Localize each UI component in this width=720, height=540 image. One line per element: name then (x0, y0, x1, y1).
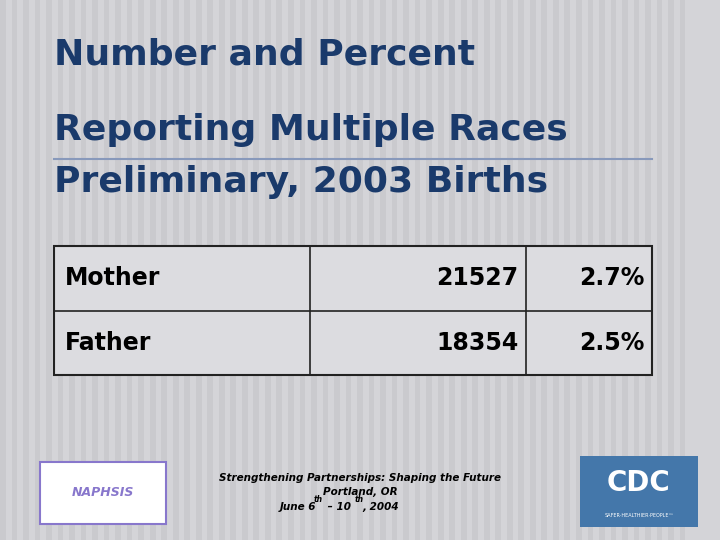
Bar (161, 0, 167, 540)
Bar (0, 0, 6, 540)
Bar (541, 0, 547, 540)
Text: Father: Father (65, 331, 151, 355)
Bar (380, 0, 386, 540)
Bar (680, 0, 685, 540)
Bar (46, 0, 52, 540)
Bar (54, 246, 652, 310)
Bar (230, 0, 236, 540)
Bar (668, 0, 674, 540)
Text: 2.7%: 2.7% (579, 266, 644, 290)
Text: – 10: – 10 (324, 502, 351, 511)
Text: Mother: Mother (65, 266, 160, 290)
Text: Strengthening Partnerships: Shaping the Future: Strengthening Partnerships: Shaping the … (219, 473, 501, 483)
Bar (415, 0, 420, 540)
Bar (150, 0, 156, 540)
Bar (92, 0, 98, 540)
Bar (23, 0, 29, 540)
Bar (461, 0, 467, 540)
Text: , 2004: , 2004 (362, 502, 399, 511)
Bar (104, 0, 109, 540)
Bar (54, 246, 652, 375)
Bar (599, 0, 605, 540)
Bar (392, 0, 397, 540)
Bar (12, 0, 17, 540)
Bar (300, 0, 305, 540)
Bar (588, 0, 593, 540)
Bar (219, 0, 225, 540)
Text: June 6: June 6 (279, 502, 316, 511)
Text: NAPHSIS: NAPHSIS (71, 486, 134, 500)
Bar (657, 0, 662, 540)
Text: Portland, OR: Portland, OR (323, 488, 397, 497)
Bar (127, 0, 132, 540)
Bar (472, 0, 478, 540)
Text: 18354: 18354 (436, 331, 518, 355)
Text: Number and Percent: Number and Percent (54, 38, 475, 72)
Bar (645, 0, 651, 540)
Bar (369, 0, 374, 540)
Text: Reporting Multiple Races: Reporting Multiple Races (54, 113, 568, 147)
Text: CDC: CDC (607, 469, 671, 497)
Bar (242, 0, 248, 540)
Bar (403, 0, 409, 540)
Bar (58, 0, 63, 540)
Bar (622, 0, 628, 540)
Bar (265, 0, 271, 540)
Bar (580, 456, 698, 526)
Bar (276, 0, 282, 540)
Bar (115, 0, 121, 540)
Bar (495, 0, 501, 540)
Bar (196, 0, 202, 540)
Bar (611, 0, 616, 540)
Bar (346, 0, 351, 540)
Bar (518, 0, 524, 540)
Bar (138, 0, 144, 540)
Bar (576, 0, 582, 540)
Bar (357, 0, 363, 540)
Text: th: th (354, 495, 364, 504)
Bar (553, 0, 559, 540)
Bar (564, 0, 570, 540)
Bar (253, 0, 259, 540)
Bar (484, 0, 490, 540)
Bar (323, 0, 328, 540)
Bar (35, 0, 40, 540)
Text: th: th (313, 495, 323, 504)
Bar (69, 0, 75, 540)
Bar (334, 0, 340, 540)
Bar (54, 310, 652, 375)
Bar (173, 0, 179, 540)
Bar (207, 0, 213, 540)
Bar (40, 462, 166, 524)
Bar (634, 0, 639, 540)
Bar (530, 0, 536, 540)
Text: 2.5%: 2.5% (579, 331, 644, 355)
Bar (311, 0, 317, 540)
Bar (81, 0, 86, 540)
Text: 21527: 21527 (436, 266, 518, 290)
Bar (426, 0, 432, 540)
Bar (507, 0, 513, 540)
Bar (184, 0, 190, 540)
Bar (288, 0, 294, 540)
Bar (438, 0, 444, 540)
Text: Preliminary, 2003 Births: Preliminary, 2003 Births (54, 165, 548, 199)
Bar (449, 0, 455, 540)
Text: SAFER·HEALTHIER·PEOPLE™: SAFER·HEALTHIER·PEOPLE™ (604, 514, 674, 518)
